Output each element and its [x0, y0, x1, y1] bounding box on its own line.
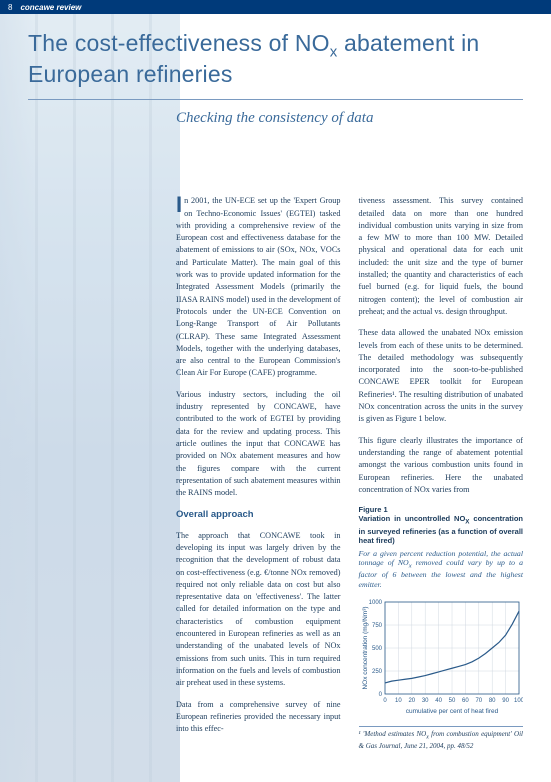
svg-text:50: 50: [448, 698, 455, 704]
paragraph: This figure clearly illustrates the impo…: [359, 435, 524, 496]
svg-text:0: 0: [378, 692, 382, 698]
article-title: The cost-effectiveness of NOx abatement …: [28, 30, 523, 87]
figure-note: For a given percent reduction potential,…: [359, 549, 524, 589]
svg-text:750: 750: [371, 623, 382, 629]
line-chart: 0 250 500 750 1000 0 10 20 30 40 50 60 70 80 90 100 NOx …: [359, 596, 523, 716]
svg-text:70: 70: [475, 698, 482, 704]
svg-text:100: 100: [513, 698, 522, 704]
figure-chart: 0 250 500 750 1000 0 10 20 30 40 50 60 70 80 90 100 NOx …: [359, 594, 524, 720]
paragraph: tiveness assessment. This survey contain…: [359, 195, 524, 318]
svg-text:250: 250: [371, 669, 382, 675]
column-right: tiveness assessment. This survey contain…: [359, 195, 524, 750]
footnote: ¹ 'Method estimates NOx from combustion …: [359, 726, 524, 750]
paragraph: In 2001, the UN-ECE set up the 'Expert G…: [176, 195, 341, 379]
svg-text:60: 60: [462, 698, 469, 704]
section-heading: Overall approach: [176, 508, 341, 522]
svg-text:80: 80: [488, 698, 495, 704]
dropcap: I: [176, 195, 184, 215]
title-rule: [28, 99, 523, 100]
paragraph: Various industry sectors, including the …: [176, 389, 341, 500]
paragraph: The approach that CONCAWE took in develo…: [176, 530, 341, 690]
article-subtitle: Checking the consistency of data: [176, 110, 523, 127]
text-columns: In 2001, the UN-ECE set up the 'Expert G…: [176, 195, 523, 750]
svg-text:40: 40: [435, 698, 442, 704]
svg-text:20: 20: [408, 698, 415, 704]
paragraph: These data allowed the unabated NOx emis…: [359, 327, 524, 425]
svg-text:1000: 1000: [368, 600, 382, 606]
page-content: The cost-effectiveness of NOx abatement …: [0, 0, 551, 750]
svg-text:10: 10: [395, 698, 402, 704]
svg-text:NOx concentration (mg/Nm³): NOx concentration (mg/Nm³): [362, 606, 369, 689]
svg-text:30: 30: [421, 698, 428, 704]
svg-text:90: 90: [502, 698, 509, 704]
column-left: In 2001, the UN-ECE set up the 'Expert G…: [176, 195, 341, 750]
svg-text:500: 500: [371, 646, 382, 652]
svg-text:cumulative per cent of heat fi: cumulative per cent of heat fired: [405, 708, 498, 715]
figure-caption: Figure 1 Variation in uncontrolled NOX c…: [359, 505, 524, 545]
paragraph: Data from a comprehensive survey of nine…: [176, 699, 341, 736]
svg-text:0: 0: [383, 698, 387, 704]
